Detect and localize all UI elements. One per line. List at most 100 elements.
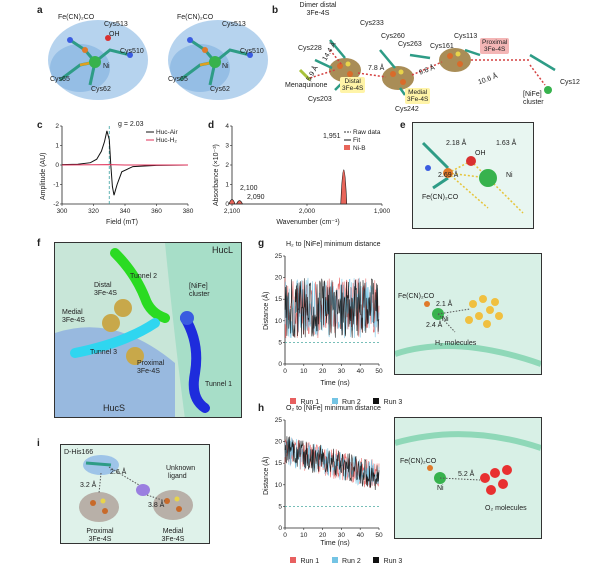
d-xtick-label: 1,900: [374, 208, 391, 215]
f-medial-label: Medial: [62, 309, 83, 317]
d-legend-swatch-3: [344, 145, 350, 150]
i-structure: [61, 445, 209, 543]
b-cys113-label: Cys113: [454, 33, 477, 41]
b-cys263-label: Cys263: [398, 41, 422, 49]
d-ytick-label: 0: [225, 201, 229, 208]
panel-b-label: b: [272, 5, 278, 16]
panel-e-label: e: [400, 120, 406, 131]
d-ytick-label: 2: [225, 162, 229, 169]
b-medial2-label: 3Fe-4S: [407, 96, 428, 103]
panel-e-frame: [412, 122, 534, 229]
b-cys12-label: Cys12: [560, 79, 580, 87]
h-legend-swatch-1: [290, 557, 296, 563]
d-legend-entry-2: Fit: [353, 137, 360, 144]
d-peak-1951: 1,951: [323, 133, 341, 141]
a-cys510-label: Cys510: [120, 48, 144, 56]
b-nife-label: [NiFe]: [523, 91, 542, 99]
h-ytick-label: 0: [278, 525, 282, 532]
g-xtick-label: 40: [357, 368, 365, 375]
panel-g-image: [394, 253, 542, 375]
a2-cys513-label: Cys513: [222, 21, 246, 29]
f-proximal-label: Proximal: [137, 360, 164, 368]
h-ni-label: Ni: [437, 485, 444, 493]
d-ytick-label: 1: [225, 182, 229, 189]
c-ytick-label: 1: [55, 143, 59, 150]
h-legend: Run 1 Run 2 Run 3: [290, 550, 402, 568]
panel-f-label: f: [37, 238, 40, 249]
g-ni-label: Ni: [442, 316, 449, 324]
g-xtick-label: 50: [375, 368, 383, 375]
i-medial-label: Medial: [163, 528, 184, 536]
h-d1-label: 5.2 Å: [458, 471, 474, 479]
d-ytick-label: 3: [225, 143, 229, 150]
h-fe-label: Fe(CN)₂CO: [400, 458, 436, 466]
g-xtick-label: 20: [319, 368, 327, 375]
f-tunnel3-label: Tunnel 3: [90, 349, 117, 357]
c-ytick-label: 2: [55, 123, 59, 130]
f-cluster-label: cluster: [189, 291, 210, 299]
i-medial2-label: 3Fe-4S: [162, 536, 185, 544]
f-tunnel2-label: Tunnel 2: [130, 273, 157, 281]
h-ytick-label: 25: [275, 417, 283, 424]
b-cluster-label: cluster: [523, 99, 544, 107]
h-ytick-label: 15: [275, 460, 283, 467]
b-d3-label: 7.8 Å: [368, 65, 384, 73]
i-d3-label: 3.8 Å: [148, 502, 164, 510]
a-ni-label: Ni: [103, 63, 110, 71]
b-cys242-label: Cys242: [395, 106, 419, 114]
g-ylabel: Distance (Å): [263, 291, 270, 330]
b-medial-label: Medial: [408, 89, 427, 96]
f-proximal2-label: 3Fe-4S: [137, 368, 160, 376]
e-oh-label: OH: [475, 150, 486, 158]
d-xtick-label: 2,000: [299, 208, 316, 215]
b-distal-label: Distal: [345, 78, 361, 85]
c-ytick-label: -1: [53, 182, 59, 189]
a2-fe-label: Fe(CN)₂CO: [177, 14, 213, 22]
h-legend-run1: Run 1: [300, 558, 319, 565]
d-peak-2100: 2,100: [240, 185, 258, 193]
f-medial2-label: 3Fe-4S: [62, 317, 85, 325]
d-xtick-label: 2,100: [224, 208, 241, 215]
b-cys161-label: Cys161: [430, 43, 454, 51]
g-ytick-label: 15: [275, 296, 283, 303]
g-ytick-label: 0: [278, 361, 282, 368]
g-legend-swatch-2: [332, 398, 338, 404]
a-oh-label: OH: [109, 31, 120, 39]
i-ligand-label: ligand: [168, 473, 187, 481]
h-ylabel: Distance (Å): [263, 456, 270, 495]
panel-g-label: g: [258, 238, 264, 249]
panel-i-label: i: [37, 438, 40, 449]
d-xlabel: Wavenumber (cm⁻¹): [276, 219, 339, 227]
i-d1-label: 2.6 Å: [110, 469, 126, 477]
i-proximal2-label: 3Fe-4S: [89, 536, 112, 544]
b-distal2-label: 3Fe-4S: [342, 85, 363, 92]
i-his-label: D-His166: [64, 449, 93, 457]
panel-i-frame: [60, 444, 210, 544]
h-legend-run3: Run 3: [384, 558, 403, 565]
a-cys513-label: Cys513: [104, 21, 128, 29]
a-fe-label: Fe(CN)₂CO: [58, 14, 94, 22]
d-ytick-label: 4: [225, 123, 229, 130]
e-d2-label: 1.63 Å: [496, 140, 516, 148]
g-ytick-label: 20: [275, 275, 283, 282]
c-legend-entry-2: Huc-H₂: [156, 137, 177, 144]
g-mol-label: H₂ molecules: [435, 340, 476, 348]
h-xtick-label: 10: [300, 532, 308, 539]
h-xlabel: Time (ns): [320, 540, 349, 548]
h-ytick-label: 20: [275, 439, 283, 446]
h-xtick-label: 0: [283, 532, 287, 539]
g-ytick-label: 25: [275, 253, 283, 260]
a-cys62-label: Cys62: [91, 86, 111, 94]
b-cys228-label: Cys228: [298, 45, 322, 53]
h-ytick-label: 5: [278, 503, 282, 510]
b-proximal2-label: 3Fe-4S: [484, 46, 505, 53]
h-mol-label: O₂ molecules: [485, 505, 527, 513]
i-unknown-label: Unknown: [166, 465, 195, 473]
a2-cys65-label: Cys65: [168, 76, 188, 84]
h-legend-swatch-2: [332, 557, 338, 563]
d-peak-1: [229, 200, 235, 204]
h-xtick-label: 30: [338, 532, 346, 539]
